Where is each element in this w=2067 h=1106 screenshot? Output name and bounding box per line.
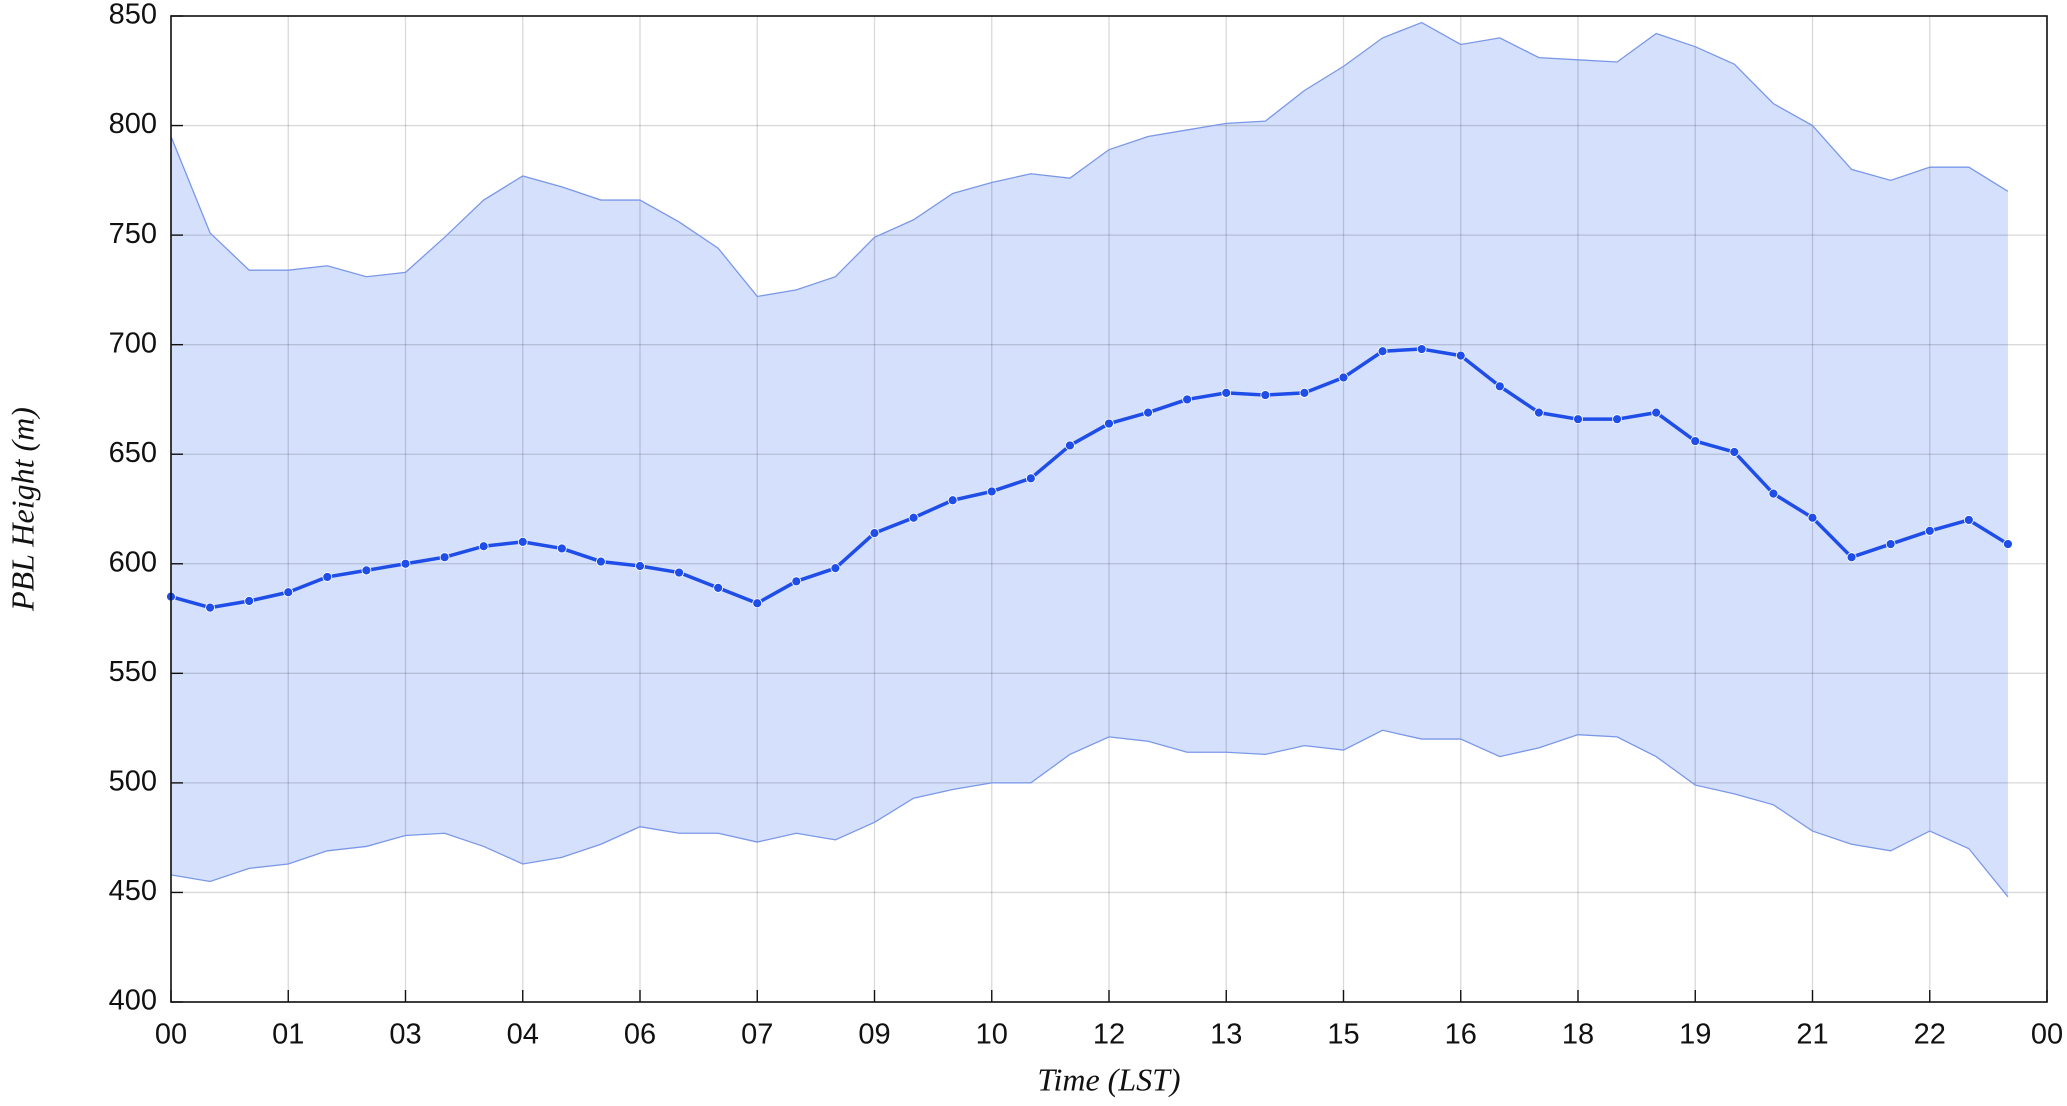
marker (752, 598, 763, 609)
marker (205, 602, 215, 613)
y-tick-label: 450 (109, 875, 157, 907)
marker (1260, 390, 1271, 400)
marker (1846, 552, 1857, 563)
marker (244, 596, 255, 606)
marker (830, 563, 841, 574)
marker (947, 495, 958, 506)
x-tick-label: 22 (1914, 1019, 1946, 1051)
marker (1338, 372, 1349, 383)
marker (478, 541, 489, 552)
marker (1299, 387, 1310, 398)
marker (1534, 407, 1544, 418)
marker (986, 486, 997, 497)
marker (1221, 387, 1232, 398)
y-tick-label: 500 (109, 766, 157, 798)
marker (1768, 488, 1779, 499)
y-axis-title: PBL Height (m) (4, 407, 40, 612)
marker (635, 561, 645, 571)
marker (674, 567, 684, 578)
y-tick-label: 750 (109, 218, 157, 250)
marker (517, 536, 528, 547)
marker (283, 587, 294, 598)
x-tick-label: 01 (272, 1019, 304, 1051)
y-tick-label: 650 (109, 437, 157, 469)
marker (1025, 473, 1036, 484)
y-tick-label: 550 (109, 656, 157, 688)
x-tick-label: 12 (1093, 1019, 1125, 1051)
x-tick-label: 13 (1210, 1019, 1242, 1051)
marker (1416, 344, 1427, 354)
marker (791, 576, 802, 587)
y-tick-label: 400 (109, 985, 157, 1017)
marker (1729, 447, 1740, 457)
marker (556, 543, 567, 554)
marker (1104, 418, 1114, 429)
marker (1143, 407, 1153, 418)
x-tick-label: 07 (741, 1019, 773, 1051)
marker (596, 556, 606, 567)
marker (1612, 414, 1622, 425)
x-tick-label: 03 (389, 1019, 421, 1051)
x-tick-label: 21 (1796, 1019, 1828, 1051)
marker (1924, 526, 1935, 536)
x-tick-label: 16 (1445, 1019, 1477, 1051)
marker (1455, 350, 1466, 361)
marker (1494, 381, 1505, 392)
x-tick-label: 06 (624, 1019, 656, 1051)
x-axis-title: Time (LST) (1037, 1061, 1180, 1097)
marker (439, 552, 450, 563)
marker (869, 528, 880, 539)
marker (1807, 512, 1818, 523)
x-tick-label: 19 (1679, 1019, 1711, 1051)
marker (908, 512, 919, 523)
x-tick-label: 00 (2031, 1019, 2063, 1051)
band-lower-edge (170, 729, 2009, 898)
marker (1065, 440, 1075, 451)
marker (2003, 539, 2013, 549)
x-tick-label: 15 (1327, 1019, 1359, 1051)
marker (1963, 515, 1974, 525)
y-tick-label: 800 (109, 108, 157, 140)
y-tick-label: 700 (109, 327, 157, 359)
marker (1885, 539, 1896, 549)
x-tick-label: 00 (155, 1019, 187, 1051)
marker (361, 565, 372, 576)
marker (713, 582, 724, 593)
marker (400, 558, 411, 569)
marker (1182, 394, 1193, 405)
y-tick-label: 600 (109, 546, 157, 578)
x-tick-label: 04 (507, 1019, 539, 1051)
band-area (171, 22, 2008, 897)
band-upper-edge (170, 21, 2009, 298)
marker (322, 572, 333, 582)
x-tick-label: 10 (976, 1019, 1008, 1051)
x-tick-label: 18 (1562, 1019, 1594, 1051)
x-tick-label: 09 (858, 1019, 890, 1051)
marker (1690, 436, 1701, 446)
marker (1573, 414, 1583, 425)
mean-line (170, 347, 2009, 610)
y-tick-label: 850 (109, 0, 157, 31)
marker (1651, 407, 1662, 418)
marker (1377, 346, 1388, 357)
